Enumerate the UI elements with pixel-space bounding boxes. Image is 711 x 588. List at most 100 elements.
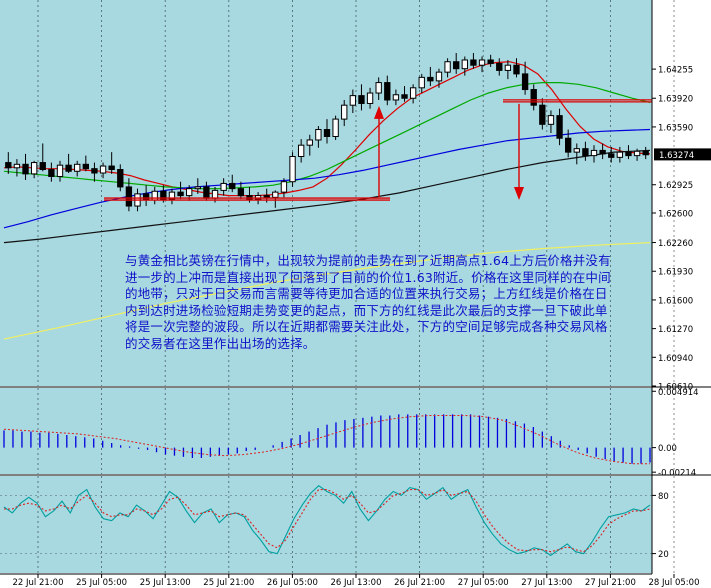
candlestick (74, 163, 81, 172)
price-tick-label: 1.61600 (658, 296, 693, 306)
candlestick (478, 59, 486, 66)
candlestick (427, 76, 434, 82)
candlestick (633, 150, 641, 157)
x-tick-label: 27 Jul 05:00 (458, 578, 509, 588)
candlestick (384, 82, 391, 101)
candlestick (461, 59, 468, 70)
candlestick (323, 129, 331, 137)
candlestick (358, 95, 365, 104)
candlestick (616, 151, 624, 158)
down-arrow-head (514, 186, 524, 200)
oscillator-line (4, 488, 651, 553)
oscillator-panel-background (0, 476, 652, 573)
analysis-annotation: 与黄金相比英镑在行情中，出现较为提前的走势在到了近期高点1.64上方后价格并没有… (125, 253, 611, 351)
candlestick (573, 148, 580, 153)
candlestick (375, 82, 382, 94)
price-tick-label: 1.62925 (658, 181, 693, 191)
x-tick-label: 26 Jul 05:00 (267, 578, 318, 588)
moving-average-line (3, 149, 651, 244)
x-tick-label: 26 Jul 21:00 (394, 578, 445, 588)
oscillator-tick-label: 20 (658, 550, 669, 560)
candlestick (504, 64, 512, 71)
candlestick (99, 165, 107, 174)
candlestick (366, 92, 374, 104)
candlestick (39, 162, 46, 171)
macd-signal-line (3, 415, 650, 465)
candlestick (590, 149, 598, 157)
moving-average-line (3, 242, 651, 340)
candlestick (401, 94, 408, 99)
price-tick-label: 1.62600 (658, 209, 693, 219)
candlestick (160, 190, 167, 200)
candlestick (211, 189, 219, 199)
price-tick-label: 1.64255 (658, 66, 693, 76)
x-tick-label: 22 Jul 21:00 (13, 578, 64, 588)
candlestick (642, 150, 649, 156)
macd-tick-label: 0.00 (658, 444, 677, 454)
candlestick (186, 188, 193, 197)
candlestick (349, 95, 357, 106)
x-tick-label: 25 Jul 13:00 (140, 578, 191, 588)
last-price-label: 1.63274 (659, 151, 694, 161)
candlestick (272, 191, 279, 198)
macd-panel-background (0, 388, 652, 474)
candlestick (332, 118, 339, 137)
candlestick (409, 87, 417, 99)
candlestick (487, 59, 494, 64)
candlestick (582, 148, 589, 157)
candlestick (229, 182, 236, 190)
oscillator-tick-label: 80 (658, 492, 669, 502)
price-tick-label: 1.61930 (658, 268, 693, 278)
candlestick (108, 165, 115, 171)
macd-tick-label: 0.004914 (658, 388, 699, 398)
candlestick (530, 89, 537, 106)
candlestick (521, 73, 529, 91)
candlestick (444, 61, 451, 73)
candlestick (513, 64, 520, 75)
candlestick (297, 144, 305, 157)
x-tick-label: 25 Jul 05:00 (76, 578, 127, 588)
candlestick (315, 129, 322, 141)
price-panel (3, 53, 652, 340)
candlestick (289, 155, 296, 183)
candlestick (453, 61, 460, 70)
up-arrow-head (374, 105, 384, 119)
candlestick (203, 186, 210, 199)
last-price-box (654, 148, 711, 161)
candlestick (625, 151, 632, 157)
candlestick (263, 195, 270, 198)
macd-tick-label: -0.00214 (658, 469, 696, 479)
candlestick (237, 188, 245, 197)
candlestick (565, 137, 572, 153)
candlestick (608, 153, 615, 158)
candlestick (142, 193, 150, 201)
candlestick (254, 195, 262, 200)
candlestick (56, 164, 64, 177)
price-tick-label: 1.60940 (658, 354, 693, 364)
oscillator-panel (0, 484, 652, 557)
candlestick (65, 164, 72, 172)
candlestick (168, 191, 176, 200)
candlestick (117, 169, 124, 188)
candlestick (5, 162, 12, 169)
candlestick (13, 163, 21, 169)
candlestick (22, 163, 29, 175)
candlestick (392, 94, 400, 101)
price-panel-background (0, 0, 652, 386)
time-gridlines (37, 0, 675, 573)
x-tick-label: 25 Jul 21:00 (203, 578, 254, 588)
candlestick (599, 149, 606, 155)
macd-panel (3, 414, 651, 465)
x-tick-label: 27 Jul 13:00 (521, 578, 572, 588)
candlestick (341, 104, 348, 120)
candlestick (220, 182, 227, 191)
candlestick (125, 186, 133, 207)
candlestick (547, 115, 555, 125)
price-tick-label: 1.61270 (658, 325, 693, 335)
candlestick (280, 181, 288, 193)
candlestick (91, 168, 98, 174)
x-tick-label: 27 Jul 21:00 (585, 578, 636, 588)
candlestick (435, 71, 443, 82)
